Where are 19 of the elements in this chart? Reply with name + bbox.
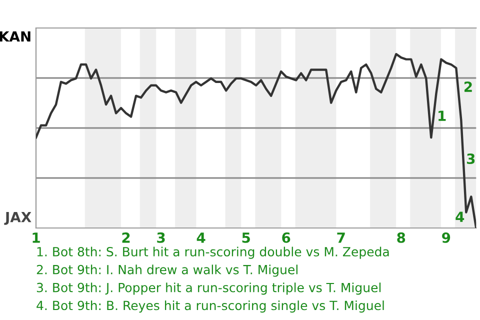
text: KAN [0, 31, 30, 42]
x-tick-label: 3 [157, 232, 165, 243]
text: 1. Bot 8th: S. Burt hit a run-scoring double vs M. Zepeda [37, 246, 389, 259]
text: 4. Bot 9th: B. Reyes hit a run-scoring single vs T. Miguel [36, 300, 384, 313]
x-tick-label: 7 [337, 232, 345, 243]
text: JAX [4, 212, 32, 225]
x-tick-label: 4 [196, 232, 206, 243]
x-tick-label: 1 [32, 232, 40, 243]
annotation: 4 [456, 212, 464, 222]
x-tick-label: 8 [397, 232, 406, 243]
x-tick-label: 2 [122, 232, 130, 243]
annotation: 1 [438, 110, 446, 121]
annotation: 3 [466, 154, 475, 164]
text: 2. Bot 9th: I. Nah drew a walk vs T. Miguel [36, 264, 298, 277]
x-tick-label: 6 [282, 232, 290, 243]
x-tick-label: 5 [242, 232, 250, 243]
x-tick-label: 9 [442, 232, 450, 243]
text: 3. Bot 9th: J. Popper hit a run-scoring triple vs T. Miguel [36, 282, 381, 295]
annotation: 2 [464, 82, 472, 92]
